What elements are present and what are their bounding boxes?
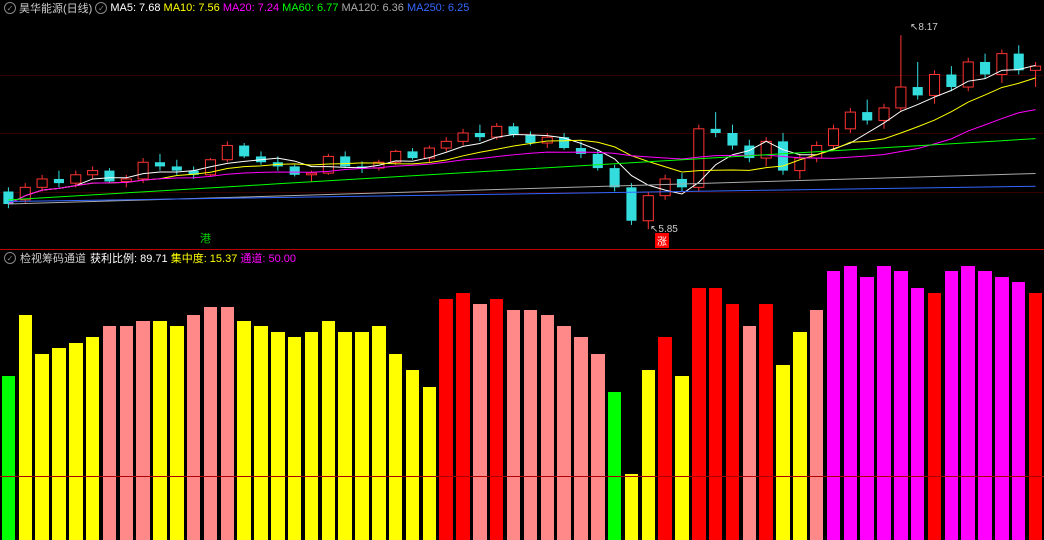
- indicator-bar: [961, 266, 974, 540]
- candlestick-panel[interactable]: ✓ 昊华能源(日线) ✓ MA5: 7.68 MA10: 7.56 MA20: …: [0, 0, 1044, 250]
- indicator-bar: [507, 310, 520, 540]
- indicator-bar: [524, 310, 537, 540]
- indicator-bar: [608, 392, 621, 540]
- indicator-bar: [120, 326, 133, 540]
- indicator-bar: [254, 326, 267, 540]
- indicator-bar: [187, 315, 200, 540]
- indicator-bar: [911, 288, 924, 540]
- candle-area[interactable]: 港 涨 ↖8.17 ↖5.85: [0, 16, 1044, 250]
- indicator-bar: [995, 277, 1008, 540]
- indicator-bar: [305, 332, 318, 540]
- indicator-bar: [557, 326, 570, 540]
- indicator-bar: [389, 354, 402, 540]
- indicator-bar: [692, 288, 705, 540]
- ma-legend-item: MA250: 6.25: [404, 2, 469, 14]
- indicator-bar: [574, 337, 587, 540]
- indicator-legend-item: 通道: 50.00: [237, 253, 296, 265]
- indicator-bar: [288, 337, 301, 540]
- indicator-bar: [69, 343, 82, 540]
- indicator-bar: [237, 321, 250, 540]
- indicator-bar: [170, 326, 183, 540]
- ma-legend-item: MA10: 7.56: [160, 2, 219, 14]
- indicator-bar: [541, 315, 554, 540]
- indicator-bar: [473, 304, 486, 540]
- indicator-bar: [776, 365, 789, 540]
- candlestick-svg: [0, 16, 1044, 250]
- ma-legend: MA5: 7.68 MA10: 7.56 MA20: 7.24 MA60: 6.…: [110, 2, 469, 14]
- indicator-legend: 获利比例: 89.71 集中度: 15.37 通道: 50.00: [90, 250, 296, 266]
- reference-line: [0, 476, 1044, 477]
- indicator-bar: [103, 326, 116, 540]
- indicator-bar: [759, 304, 772, 540]
- indicator-bar: [675, 376, 688, 540]
- indicator-bar: [658, 337, 671, 540]
- indicator-bar: [844, 266, 857, 540]
- indicator-bar: [978, 271, 991, 540]
- indicator-bar: [945, 271, 958, 540]
- ma-legend-item: MA5: 7.68: [110, 2, 160, 14]
- indicator-bar: [406, 370, 419, 540]
- indicator-bar: [1029, 293, 1042, 540]
- indicator-bar: [19, 315, 32, 540]
- ma-legend-item: MA20: 7.24: [220, 2, 279, 14]
- indicator-bar: [490, 299, 503, 540]
- indicator-bar: [810, 310, 823, 540]
- indicator-bar: [136, 321, 149, 540]
- indicator-bar: [743, 326, 756, 540]
- indicator-bar: [322, 321, 335, 540]
- top-header: ✓ 昊华能源(日线) ✓ MA5: 7.68 MA10: 7.56 MA20: …: [0, 0, 1044, 16]
- bar-area[interactable]: [0, 266, 1044, 540]
- indicator-bar: [709, 288, 722, 540]
- expand-icon[interactable]: ✓: [4, 2, 16, 14]
- indicator-bar: [86, 337, 99, 540]
- indicator-bar: [35, 354, 48, 540]
- indicator-bar: [591, 354, 604, 540]
- indicator-bar: [894, 271, 907, 540]
- indicator-bar: [372, 326, 385, 540]
- indicator-bar: [439, 299, 452, 540]
- indicator-bar: [625, 474, 638, 540]
- high-price-label: ↖8.17: [910, 22, 938, 33]
- indicator-bar: [928, 293, 941, 540]
- indicator-bar: [827, 271, 840, 540]
- indicator-bar: [338, 332, 351, 540]
- indicator-bar: [860, 277, 873, 540]
- indicator-bar: [726, 304, 739, 540]
- indicator-bar: [793, 332, 806, 540]
- indicator-bar: [204, 307, 217, 540]
- indicator-bar: [877, 266, 890, 540]
- indicator-bar: [153, 321, 166, 540]
- indicator-legend-item: 集中度: 15.37: [168, 253, 238, 265]
- indicator-bar: [456, 293, 469, 540]
- stock-name: 昊华能源(日线): [19, 0, 92, 16]
- indicator-bar: [52, 348, 65, 540]
- indicator-toggle-icon[interactable]: ✓: [4, 252, 16, 264]
- indicator-bar: [642, 370, 655, 540]
- indicator-bar: [423, 387, 436, 540]
- indicator-bar: [2, 376, 15, 540]
- marker-zhang: 涨: [655, 233, 669, 248]
- indicator-bar: [355, 332, 368, 540]
- marker-gang: 港: [200, 230, 211, 246]
- indicator-bar: [1012, 282, 1025, 540]
- indicator-legend-item: 获利比例: 89.71: [90, 253, 168, 265]
- indicator-bar: [271, 332, 284, 540]
- indicator-bar: [221, 307, 234, 540]
- stock-chart-container: ✓ 昊华能源(日线) ✓ MA5: 7.68 MA10: 7.56 MA20: …: [0, 0, 1044, 540]
- bottom-header: ✓ 检视筹码通道 获利比例: 89.71 集中度: 15.37 通道: 50.0…: [0, 250, 1044, 266]
- indicator-panel[interactable]: ✓ 检视筹码通道 获利比例: 89.71 集中度: 15.37 通道: 50.0…: [0, 250, 1044, 540]
- ma-legend-item: MA60: 6.77: [279, 2, 338, 14]
- indicator-title: 检视筹码通道: [20, 250, 86, 266]
- ma-legend-item: MA120: 6.36: [338, 2, 403, 14]
- ma-toggle-icon[interactable]: ✓: [95, 2, 107, 14]
